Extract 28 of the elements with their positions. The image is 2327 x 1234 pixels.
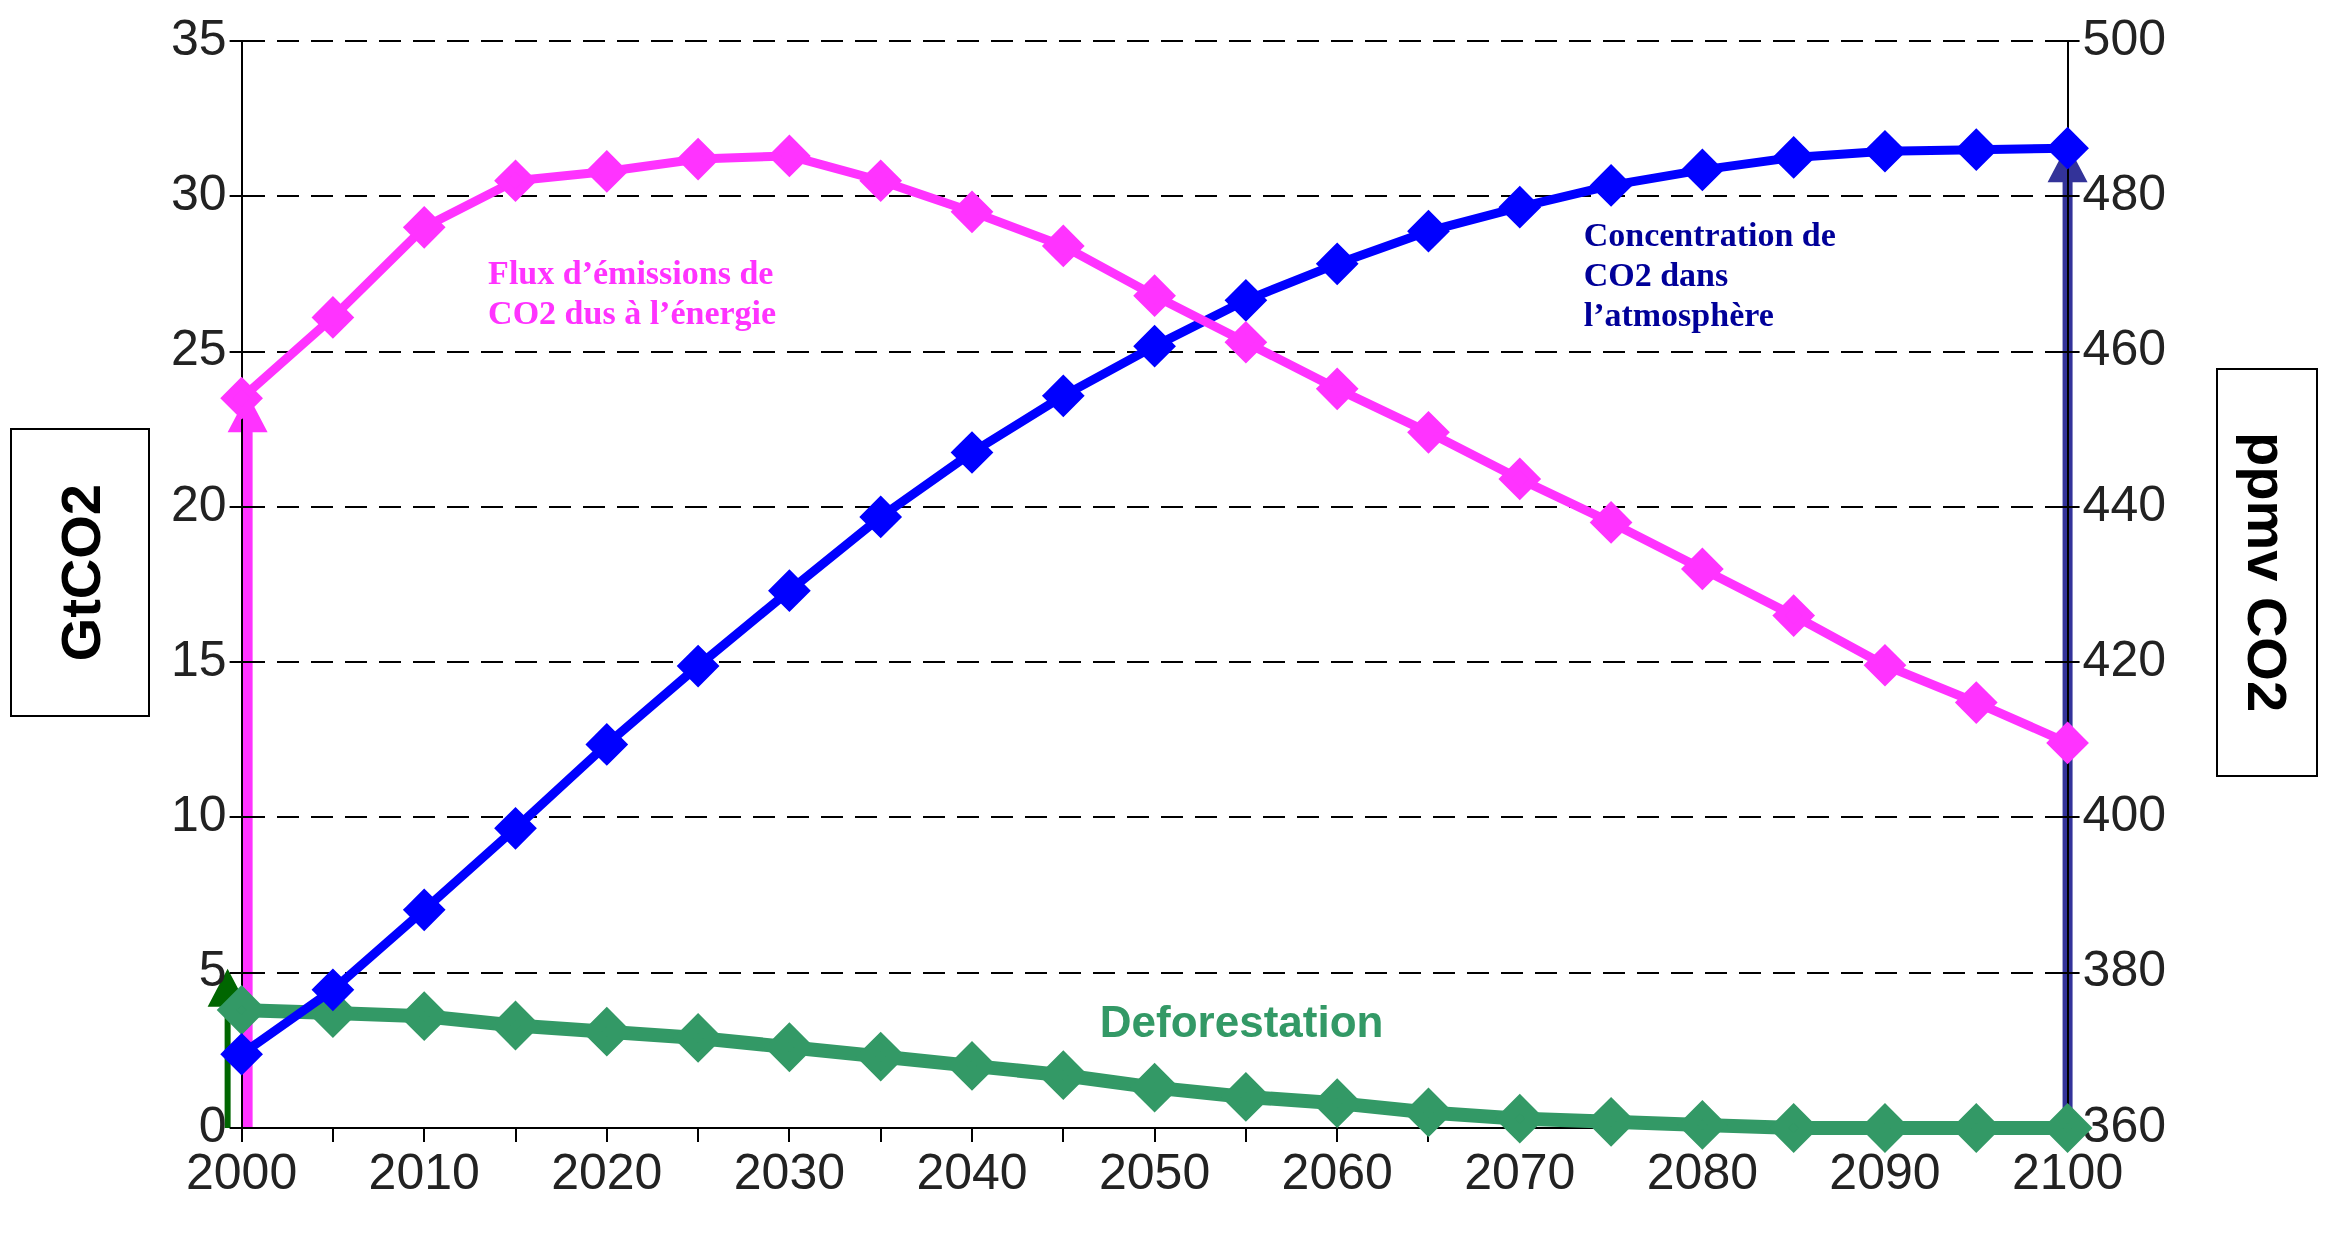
y-tick-label: 30 <box>170 165 227 222</box>
y2-tick-label: 380 <box>2082 941 2167 998</box>
y2-tick-label: 440 <box>2082 475 2167 532</box>
x-tick-label: 2080 <box>1646 1143 1758 1200</box>
series-label: Concentration de CO2 dans l’atmosphère <box>1583 216 1836 334</box>
x-tick-label: 2050 <box>1098 1143 1211 1200</box>
y-tick-label: 20 <box>170 475 227 532</box>
y-tick-label: 15 <box>170 630 227 687</box>
y-tick-label: 25 <box>170 320 227 377</box>
y2-tick-label: 420 <box>2082 630 2167 687</box>
series-label: Flux d’émissions de CO2 dus à l’énergie <box>488 254 777 332</box>
y2-tick-label: 400 <box>2082 786 2167 843</box>
y2-tick-label: 460 <box>2082 320 2167 377</box>
x-tick-label: 2030 <box>733 1143 846 1200</box>
x-tick-label: 2060 <box>1281 1143 1393 1200</box>
y-tick-label: 35 <box>170 9 227 66</box>
y2-tick-label: 480 <box>2082 165 2167 222</box>
x-tick-label: 2010 <box>368 1143 480 1200</box>
y2-tick-label: 500 <box>2082 9 2167 66</box>
x-tick-label: 2090 <box>1829 1143 1941 1200</box>
y-tick-label: 5 <box>198 941 227 998</box>
y-tick-label: 10 <box>170 786 227 843</box>
y2-axis-title: ppmv CO2 <box>2234 432 2300 713</box>
x-tick-label: 2040 <box>916 1143 1028 1200</box>
series-label: Deforestation <box>1099 997 1384 1047</box>
x-tick-label: 2070 <box>1464 1143 1576 1200</box>
x-tick-label: 2020 <box>551 1143 663 1200</box>
y-axis-title: GtCO2 <box>47 483 113 662</box>
